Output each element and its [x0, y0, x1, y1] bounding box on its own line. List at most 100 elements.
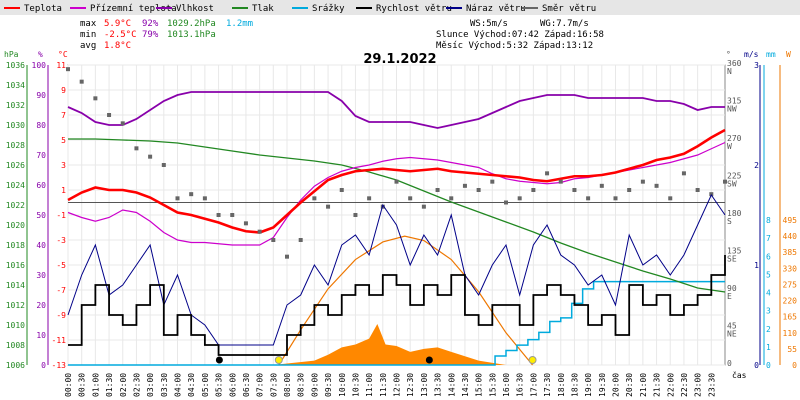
wind-dir-point	[216, 213, 221, 217]
dir-tick: 180	[727, 209, 742, 218]
x-tick-label: 01:30	[105, 373, 114, 397]
press-tick: 1026	[6, 161, 25, 170]
x-tick-label: 15:30	[488, 373, 497, 397]
x-tick-label: 11:30	[379, 373, 388, 397]
wind-dir-point	[134, 146, 139, 151]
temp-tick: -11	[52, 336, 67, 345]
wind-dir-point	[572, 188, 577, 192]
x-tick-label: 04:30	[187, 373, 196, 397]
x-tick-label: 23:00	[694, 373, 703, 397]
wind-dir-point	[462, 183, 467, 188]
wind-tick: 3	[754, 61, 759, 70]
rad-unit: W	[786, 50, 791, 59]
temp-unit: °C	[58, 50, 68, 59]
x-tick-label: 13:30	[434, 373, 443, 397]
rain-tick: 0	[766, 361, 771, 370]
legend-label-humidity: Vlhkost	[176, 4, 214, 14]
wind-dir-point	[189, 192, 194, 197]
sun-times: Slunce Východ:07:42 Západ:16:58	[436, 30, 604, 40]
wind-dir-point	[120, 121, 125, 126]
legend-bar	[0, 0, 800, 15]
dir-tick-compass: SE	[727, 255, 737, 264]
wind-dir-point	[107, 113, 112, 117]
hum-tick: 80	[36, 121, 46, 130]
press-tick: 1018	[6, 241, 25, 250]
press-tick: 1034	[6, 81, 25, 90]
x-tick-label: 17:00	[529, 373, 538, 397]
wind-dir-point	[175, 196, 180, 201]
x-tick-label: 21:30	[653, 373, 662, 397]
stat-min-press: 1013.1hPa	[167, 30, 216, 40]
rad-tick: 110	[783, 329, 798, 338]
x-tick-label: 08:00	[283, 373, 292, 397]
wind-dir-point	[695, 188, 700, 192]
wind-dir-point	[353, 213, 358, 217]
dir-tick-compass: NE	[727, 330, 737, 339]
wind-dir-point	[148, 154, 153, 159]
x-tick-label: 03:00	[146, 373, 155, 397]
temp-tick: 7	[61, 111, 66, 120]
x-tick-label: 05:30	[215, 373, 224, 397]
dir-tick-compass: NW	[727, 105, 737, 114]
press-tick: 1028	[6, 141, 25, 150]
x-tick-label: 02:00	[119, 373, 128, 397]
press-unit: hPa	[4, 50, 19, 59]
x-tick-label: 20:00	[612, 373, 621, 397]
wind-tick: 0	[754, 361, 759, 370]
series-wind-speed	[68, 255, 726, 356]
series-temperature	[67, 128, 726, 234]
rad-tick: 165	[783, 313, 798, 322]
legend: Teplota Přízemní teplota Vlhkost Tlak Srážky…	[0, 0, 800, 15]
x-tick-label: 18:00	[557, 373, 566, 397]
x-tick-label: 22:00	[666, 373, 675, 397]
hum-unit: %	[38, 50, 43, 59]
press-tick: 1006	[6, 361, 25, 370]
dir-tick: 270	[727, 134, 742, 143]
series-wind-gust	[67, 193, 726, 346]
temp-tick: 1	[61, 186, 66, 195]
rain-unit: mm	[766, 50, 776, 59]
x-tick-label: 21:00	[639, 373, 648, 397]
wind-dir-point	[202, 196, 207, 201]
press-tick: 1016	[6, 261, 25, 270]
hum-tick: 50	[36, 211, 46, 220]
x-tick-label: 12:30	[406, 373, 415, 397]
x-tick-label: 01:00	[91, 373, 100, 397]
temp-tick: 5	[61, 136, 66, 145]
legend-label-feels_like: Přízemní teplota	[90, 4, 177, 14]
legend-label-temperature: Teplota	[24, 4, 62, 14]
stat-avg-temp: 1.8°C	[104, 41, 131, 51]
wind-dir-point	[243, 221, 248, 226]
dir-tick-compass: SW	[727, 180, 737, 189]
rain-tick: 2	[766, 325, 771, 334]
moon-marker	[215, 356, 223, 364]
x-tick-label: 10:00	[338, 373, 347, 397]
hum-tick: 30	[36, 271, 46, 280]
legend-label-wind_gust: Náraz větru	[466, 4, 526, 14]
series-radiation	[68, 323, 725, 365]
x-tick-label: 07:00	[256, 373, 265, 397]
wind-dir-point	[394, 179, 399, 184]
hum-tick: 0	[41, 361, 46, 370]
stat-min-hum: 79%	[142, 30, 159, 40]
rain-tick: 6	[766, 252, 771, 261]
wind-dir-point	[257, 229, 262, 234]
wind-dir-point	[271, 238, 276, 242]
x-tick-label: 07:30	[269, 373, 278, 397]
x-tick-label: 11:00	[365, 373, 374, 397]
dir-tick: 0	[727, 359, 732, 368]
wind-dir-point	[79, 79, 84, 84]
time-unit: čas	[732, 370, 747, 380]
rad-tick: 385	[783, 248, 798, 257]
x-tick-label: 08:30	[297, 373, 306, 397]
legend-label-wind_dir: Směr větru	[542, 4, 596, 14]
x-tick-label: 02:30	[132, 373, 141, 397]
temp-tick: -5	[56, 261, 66, 270]
wind-dir-point	[558, 179, 563, 184]
rad-tick: 440	[783, 232, 798, 241]
rain-tick: 4	[766, 289, 771, 298]
x-tick-label: 19:00	[584, 373, 593, 397]
dir-tick: 45	[727, 322, 737, 331]
legend-label-rain: Srážky	[312, 4, 345, 14]
